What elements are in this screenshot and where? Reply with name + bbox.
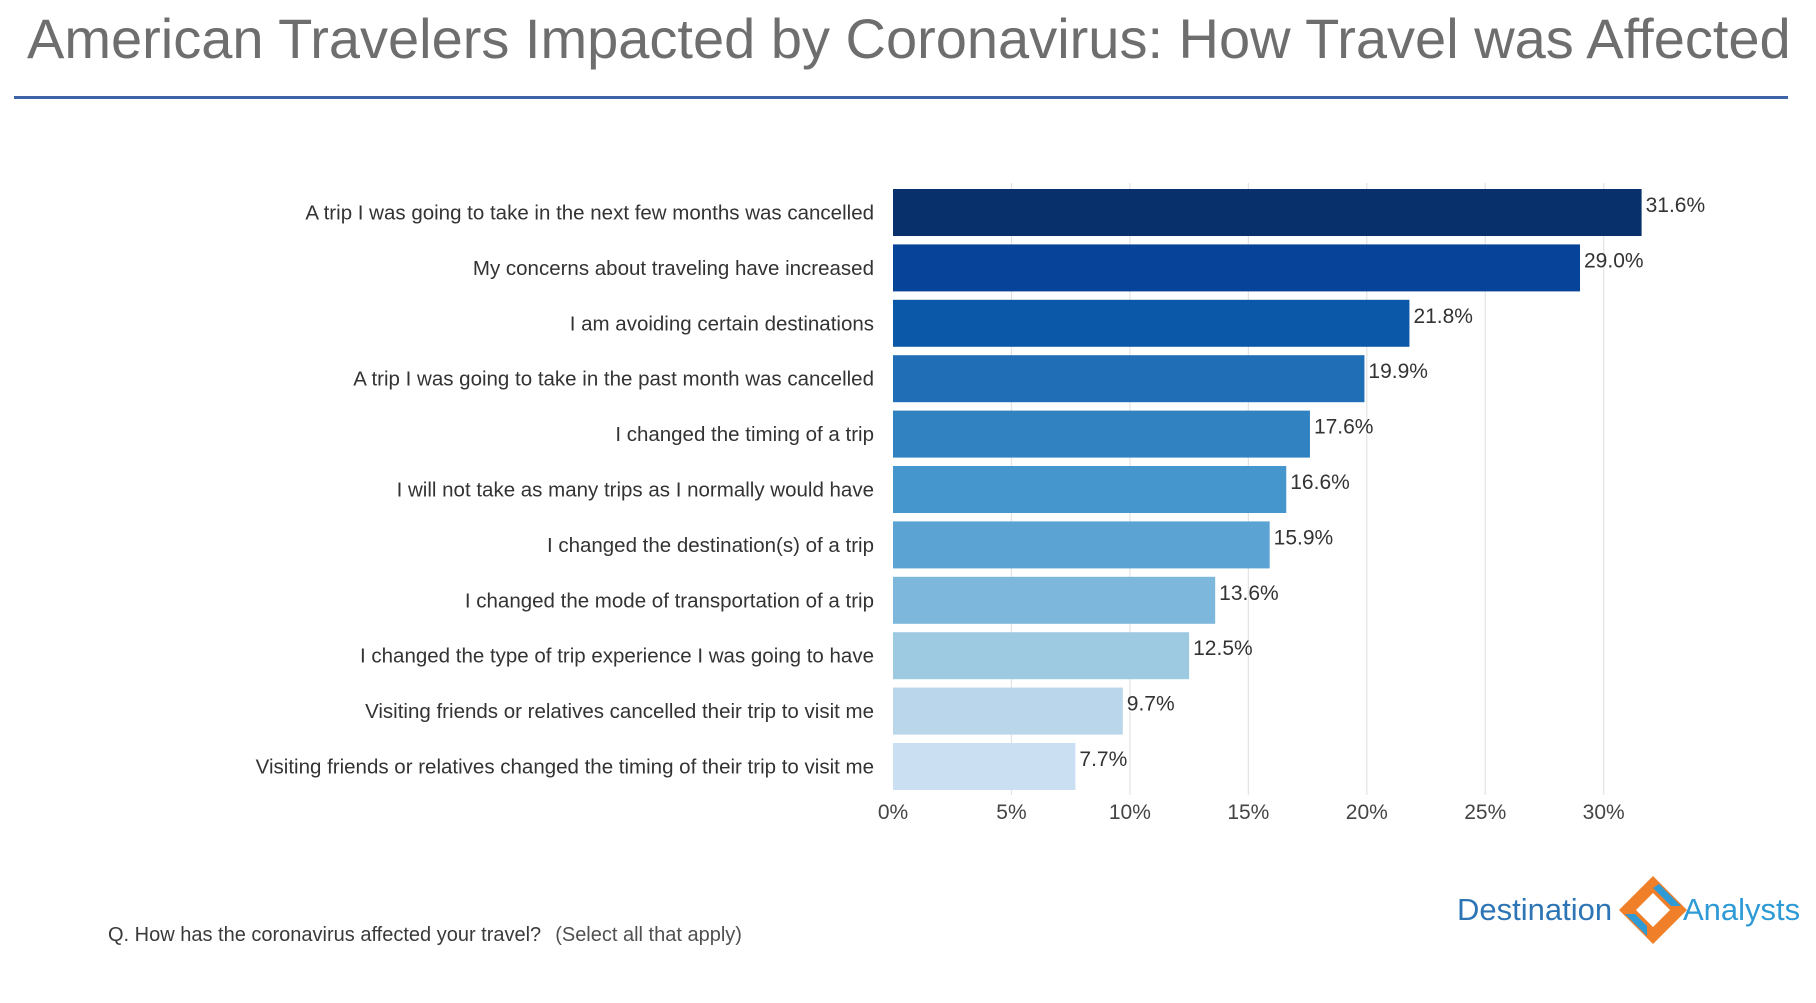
bar xyxy=(893,299,1410,347)
category-label: Visiting friends or relatives cancelled … xyxy=(365,700,874,723)
bar-chart: A trip I was going to take in the next f… xyxy=(256,183,1705,824)
x-tick-label: 20% xyxy=(1346,801,1388,824)
x-tick-label: 0% xyxy=(878,801,908,824)
bar xyxy=(893,743,1076,790)
x-tick-label: 25% xyxy=(1464,801,1506,824)
value-label: 15.9% xyxy=(1274,526,1334,549)
value-label: 9.7% xyxy=(1127,693,1175,716)
bar xyxy=(893,576,1216,624)
value-label: 21.8% xyxy=(1413,305,1473,328)
category-label: I changed the type of trip experience I … xyxy=(360,645,874,668)
bar xyxy=(893,189,1642,236)
logo-word-right: Analysts xyxy=(1683,892,1800,927)
category-label: A trip I was going to take in the past m… xyxy=(353,368,874,391)
bar xyxy=(893,687,1123,735)
value-label: 29.0% xyxy=(1584,249,1644,272)
x-tick-label: 15% xyxy=(1227,801,1269,824)
category-label: I changed the destination(s) of a trip xyxy=(547,534,874,557)
value-labels: 31.6% 29.0% 21.8% 19.9% 17.6% 16.6% 15.9% 13.6%… xyxy=(1079,194,1705,771)
bar xyxy=(893,632,1190,680)
x-tick-label: 5% xyxy=(996,801,1026,824)
category-label: I changed the timing of a trip xyxy=(615,423,874,446)
category-label: I am avoiding certain destinations xyxy=(570,312,874,335)
bar xyxy=(893,521,1270,569)
category-labels: A trip I was going to take in the next f… xyxy=(256,202,874,779)
question-text: Q. How has the coronavirus affected your… xyxy=(108,924,542,946)
bar xyxy=(893,466,1287,513)
question-note: (Select all that apply) xyxy=(555,924,742,946)
bar xyxy=(893,244,1581,292)
value-label: 13.6% xyxy=(1219,582,1279,605)
destination-analysts-logo: Destination Analysts xyxy=(1455,872,1800,952)
value-label: 31.6% xyxy=(1646,194,1706,217)
bars xyxy=(893,189,1642,790)
value-label: 17.6% xyxy=(1314,416,1374,439)
value-label: 12.5% xyxy=(1193,637,1253,660)
x-tick-label: 10% xyxy=(1109,801,1151,824)
category-label: My concerns about traveling have increas… xyxy=(473,257,874,280)
category-label: Visiting friends or relatives changed th… xyxy=(256,756,874,779)
survey-question: Q. How has the coronavirus affected your… xyxy=(108,924,742,947)
value-label: 7.7% xyxy=(1079,748,1127,771)
category-label: I changed the mode of transportation of … xyxy=(465,589,874,612)
diamond-icon xyxy=(1619,876,1687,944)
x-axis-ticks: 0% 5% 10% 15% 20% 25% 30% xyxy=(878,801,1625,824)
bar xyxy=(893,355,1365,403)
value-label: 19.9% xyxy=(1368,360,1428,383)
x-tick-label: 30% xyxy=(1583,801,1625,824)
logo-word-left: Destination xyxy=(1457,892,1612,927)
category-label: A trip I was going to take in the next f… xyxy=(305,202,874,225)
category-label: I will not take as many trips as I norma… xyxy=(397,479,874,502)
page-title: American Travelers Impacted by Coronavir… xyxy=(27,7,1791,70)
title-divider xyxy=(14,96,1788,99)
value-label: 16.6% xyxy=(1290,471,1350,494)
bar xyxy=(893,410,1310,458)
